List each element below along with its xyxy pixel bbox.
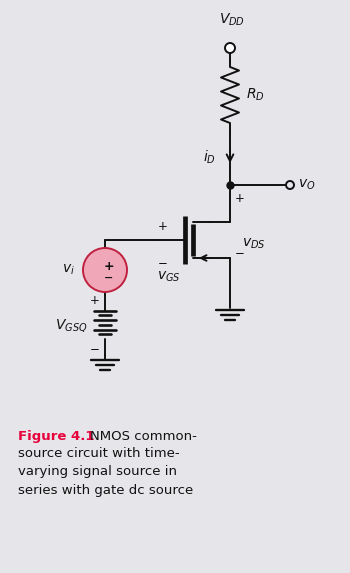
Text: $R_D$: $R_D$ (246, 87, 265, 103)
Text: $i_D$: $i_D$ (203, 148, 216, 166)
Text: −: − (90, 343, 100, 355)
Text: Figure 4.1: Figure 4.1 (18, 430, 94, 443)
Text: +: + (235, 193, 245, 206)
Text: +: + (104, 260, 114, 273)
Text: −: − (104, 273, 114, 283)
Text: +: + (90, 295, 100, 308)
Text: NMOS common-: NMOS common- (90, 430, 197, 443)
Text: −: − (158, 257, 168, 270)
Text: −: − (235, 248, 245, 261)
Text: $v_{DS}$: $v_{DS}$ (242, 237, 266, 251)
Text: $v_{GS}$: $v_{GS}$ (157, 270, 181, 284)
Circle shape (286, 181, 294, 189)
Circle shape (83, 248, 127, 292)
Text: $v_i$: $v_i$ (62, 263, 75, 277)
Text: +: + (158, 219, 168, 233)
Circle shape (225, 43, 235, 53)
Text: $v_O$: $v_O$ (298, 178, 315, 192)
Text: $V_{GSQ}$: $V_{GSQ}$ (55, 316, 87, 333)
Text: $V_{DD}$: $V_{DD}$ (219, 11, 245, 28)
Text: source circuit with time-
varying signal source in
series with gate dc source: source circuit with time- varying signal… (18, 447, 193, 497)
